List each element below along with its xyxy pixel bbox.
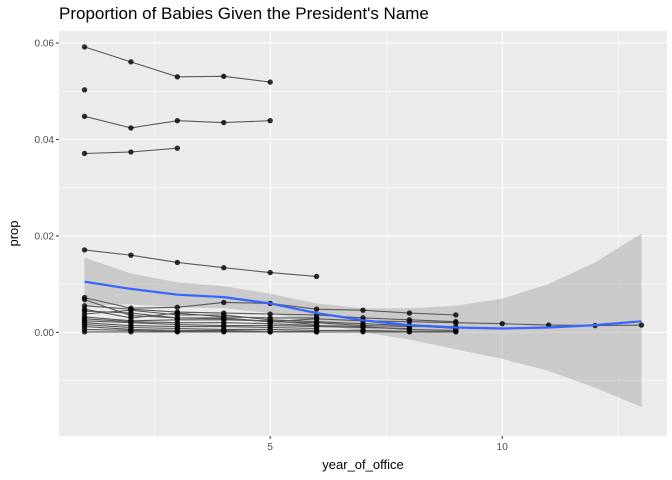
data-point	[81, 296, 88, 303]
data-point	[174, 74, 181, 80]
data-point	[638, 322, 645, 328]
data-point	[453, 312, 459, 318]
data-point	[128, 252, 134, 258]
y-tick-label: 0.06	[35, 39, 55, 50]
data-point	[313, 329, 320, 335]
data-point	[128, 125, 134, 131]
data-point	[221, 329, 227, 335]
data-point	[313, 315, 320, 321]
data-point	[406, 317, 413, 323]
data-point	[221, 312, 227, 318]
data-point	[221, 265, 227, 271]
data-point	[81, 113, 88, 120]
chart-title: Proportion of Babies Given the President…	[59, 4, 429, 23]
data-point	[406, 329, 413, 335]
data-point	[128, 329, 134, 335]
x-tick-label: 5	[267, 442, 273, 453]
series-line	[84, 316, 317, 326]
x-tick-label: 10	[497, 442, 509, 453]
data-point	[81, 87, 88, 93]
data-point	[313, 306, 320, 312]
data-point	[81, 247, 88, 253]
grid-minor	[59, 31, 667, 436]
data-point	[313, 273, 320, 280]
y-axis-title: prop	[6, 220, 21, 246]
data-point	[174, 304, 181, 310]
y-tick-label: 0.04	[35, 135, 55, 146]
series-line	[84, 322, 317, 330]
series-line	[84, 320, 410, 330]
data-point	[221, 119, 227, 126]
data-point	[267, 79, 273, 85]
data-point	[221, 299, 227, 306]
data-point	[267, 269, 273, 276]
data-point	[221, 73, 227, 80]
data-point	[360, 329, 366, 335]
data-point	[360, 307, 366, 313]
smooth-line-layer	[84, 280, 642, 330]
data-point	[406, 310, 413, 316]
plot-panel	[59, 31, 667, 436]
data-point	[499, 320, 505, 327]
data-point	[453, 329, 459, 335]
data-point	[128, 59, 134, 65]
data-point	[81, 44, 88, 50]
data-point	[128, 149, 134, 155]
y-axis: 0.00 0.02 0.04 0.06	[35, 39, 59, 339]
data-point	[81, 329, 88, 335]
data-point	[81, 150, 88, 157]
x-axis: 5 10	[267, 436, 508, 453]
data-point	[453, 319, 459, 325]
data-point	[267, 117, 273, 124]
series-points-layer	[81, 44, 645, 335]
data-point	[174, 145, 181, 151]
data-point	[174, 117, 181, 124]
data-point	[174, 329, 181, 335]
x-axis-title: year_of_office	[322, 457, 403, 472]
series-line	[84, 249, 317, 277]
data-point	[174, 259, 181, 266]
y-tick-label: 0.00	[35, 328, 55, 339]
data-point	[174, 312, 181, 318]
smooth-line	[84, 280, 642, 330]
data-point	[128, 307, 134, 313]
data-point	[267, 329, 273, 335]
data-point	[267, 311, 273, 317]
y-tick-label: 0.02	[35, 231, 55, 242]
